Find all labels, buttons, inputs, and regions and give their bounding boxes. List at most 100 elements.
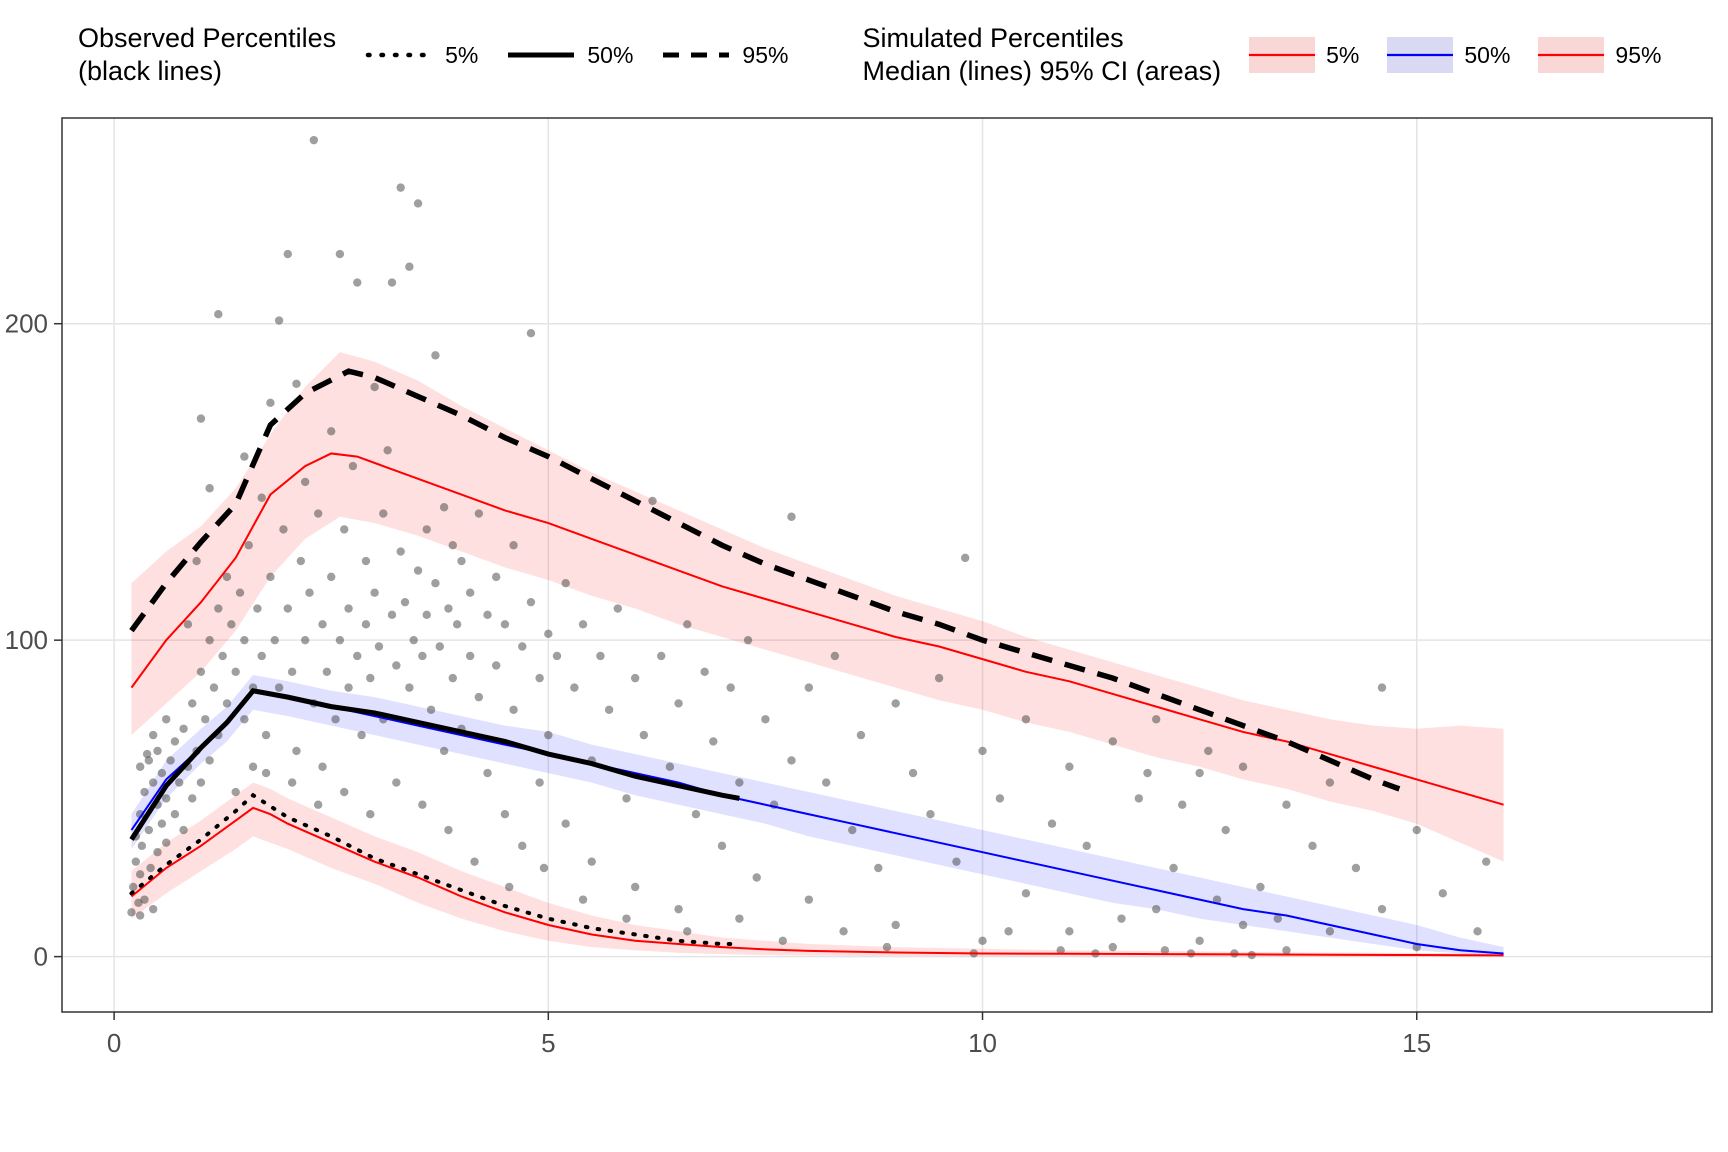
scatter-point <box>622 794 631 803</box>
scatter-point <box>196 778 206 787</box>
scatter-point <box>539 863 549 873</box>
scatter-point <box>544 629 553 639</box>
scatter-point <box>192 556 201 566</box>
scatter-point <box>709 737 718 746</box>
scatter-point <box>1195 936 1204 945</box>
ci-area-sim-5-ci <box>131 782 1504 957</box>
scatter-point <box>735 914 744 923</box>
scatter-point <box>266 398 275 408</box>
scatter-point <box>444 825 453 835</box>
vpc-plot: 0 5 10 15 0 100 200 <box>5 117 1713 1058</box>
scatter-point <box>409 635 418 645</box>
pink-area-key-icon <box>1249 37 1316 73</box>
scatter-point <box>691 810 701 819</box>
scatter-point <box>743 635 753 645</box>
scatter-point <box>1238 920 1248 930</box>
scatter-point <box>170 737 180 746</box>
scatter-point <box>196 414 206 423</box>
scatter-point <box>257 651 266 661</box>
scatter-point <box>1325 927 1335 936</box>
observed-legend-group: Observed Percentiles (black lines) 5% 50… <box>78 22 788 88</box>
scatter-point <box>214 310 223 319</box>
scatter-point <box>370 382 379 392</box>
scatter-point <box>335 249 345 259</box>
scatter-point <box>405 683 414 692</box>
scatter-point <box>131 857 141 866</box>
scatter-point <box>296 556 306 566</box>
scatter-point <box>978 746 987 756</box>
scatter-point <box>387 610 397 620</box>
scatter-point <box>135 810 145 819</box>
scatter-point <box>392 778 401 787</box>
scatter-point <box>639 730 649 740</box>
scatter-point <box>235 588 245 597</box>
scatter-point <box>1212 895 1222 904</box>
scatter-point <box>448 541 457 550</box>
scatter-point <box>353 278 362 287</box>
scatter-point <box>261 768 271 778</box>
scatter-point <box>396 547 405 556</box>
legend-label-observed-5: 5% <box>445 41 479 68</box>
y-tick-label: 100 <box>5 625 48 655</box>
scatter-point <box>157 768 167 778</box>
scatter-point <box>370 588 379 597</box>
scatter-point <box>505 882 514 892</box>
scatter-point <box>474 509 484 518</box>
scatter-point <box>439 746 449 756</box>
scatter-point <box>148 730 158 740</box>
simulated-legend-group: Simulated Percentiles Median (lines) 95%… <box>862 22 1661 88</box>
scatter-point <box>926 810 935 819</box>
scatter-point <box>374 642 384 651</box>
scatter-point <box>140 787 149 797</box>
scatter-point <box>457 556 466 566</box>
scatter-point <box>552 651 562 661</box>
scatter-point <box>162 715 171 724</box>
dotted-line-key-icon <box>365 52 433 58</box>
scatter-point <box>140 895 149 904</box>
scatter-point <box>431 351 440 360</box>
scatter-point <box>205 635 214 645</box>
scatter-point <box>335 635 345 645</box>
scatter-point <box>340 525 349 534</box>
scatter-point <box>148 904 158 914</box>
scatter-point <box>283 249 292 259</box>
scatter-point <box>439 503 449 512</box>
scatter-point <box>578 895 588 904</box>
scatter-point <box>353 651 362 661</box>
scatter-point <box>318 762 327 771</box>
line-obs-95 <box>129 368 1401 792</box>
scatter-point <box>665 762 675 771</box>
scatter-point <box>1377 904 1387 914</box>
legend-label-simulated-5: 5% <box>1326 41 1360 68</box>
scatter-point <box>1238 762 1248 771</box>
scatter-point <box>366 810 375 819</box>
scatter-point <box>157 819 167 828</box>
scatter-point <box>674 699 683 708</box>
scatter-point <box>561 578 570 588</box>
scatter-point <box>383 446 392 455</box>
legend-label-observed-50: 50% <box>587 41 634 68</box>
scatter-point <box>960 553 970 563</box>
simulated-title-line2: Median (lines) 95% CI (areas) <box>862 56 1222 86</box>
scatter-point <box>227 620 236 629</box>
scatter-point <box>500 620 510 629</box>
scatter-point <box>313 509 323 518</box>
scatter-point <box>1143 768 1152 778</box>
scatter-point <box>483 610 492 620</box>
scatter-point <box>144 756 154 765</box>
scatter-point <box>222 699 232 708</box>
scatter-point <box>1082 841 1091 851</box>
scatter-point <box>613 604 622 613</box>
legend-label-simulated-95: 95% <box>1615 41 1662 68</box>
scatter-point <box>257 493 266 502</box>
scatter-point <box>787 512 796 521</box>
scatter-point <box>683 927 692 936</box>
scatter-point <box>344 683 353 692</box>
scatter-point <box>400 597 410 607</box>
scatter-point <box>1021 889 1031 898</box>
scatter-point <box>700 667 709 677</box>
scatter-point <box>240 635 249 645</box>
scatter-point <box>292 746 301 756</box>
scatter-point <box>127 908 136 917</box>
scatter-point <box>379 509 388 518</box>
